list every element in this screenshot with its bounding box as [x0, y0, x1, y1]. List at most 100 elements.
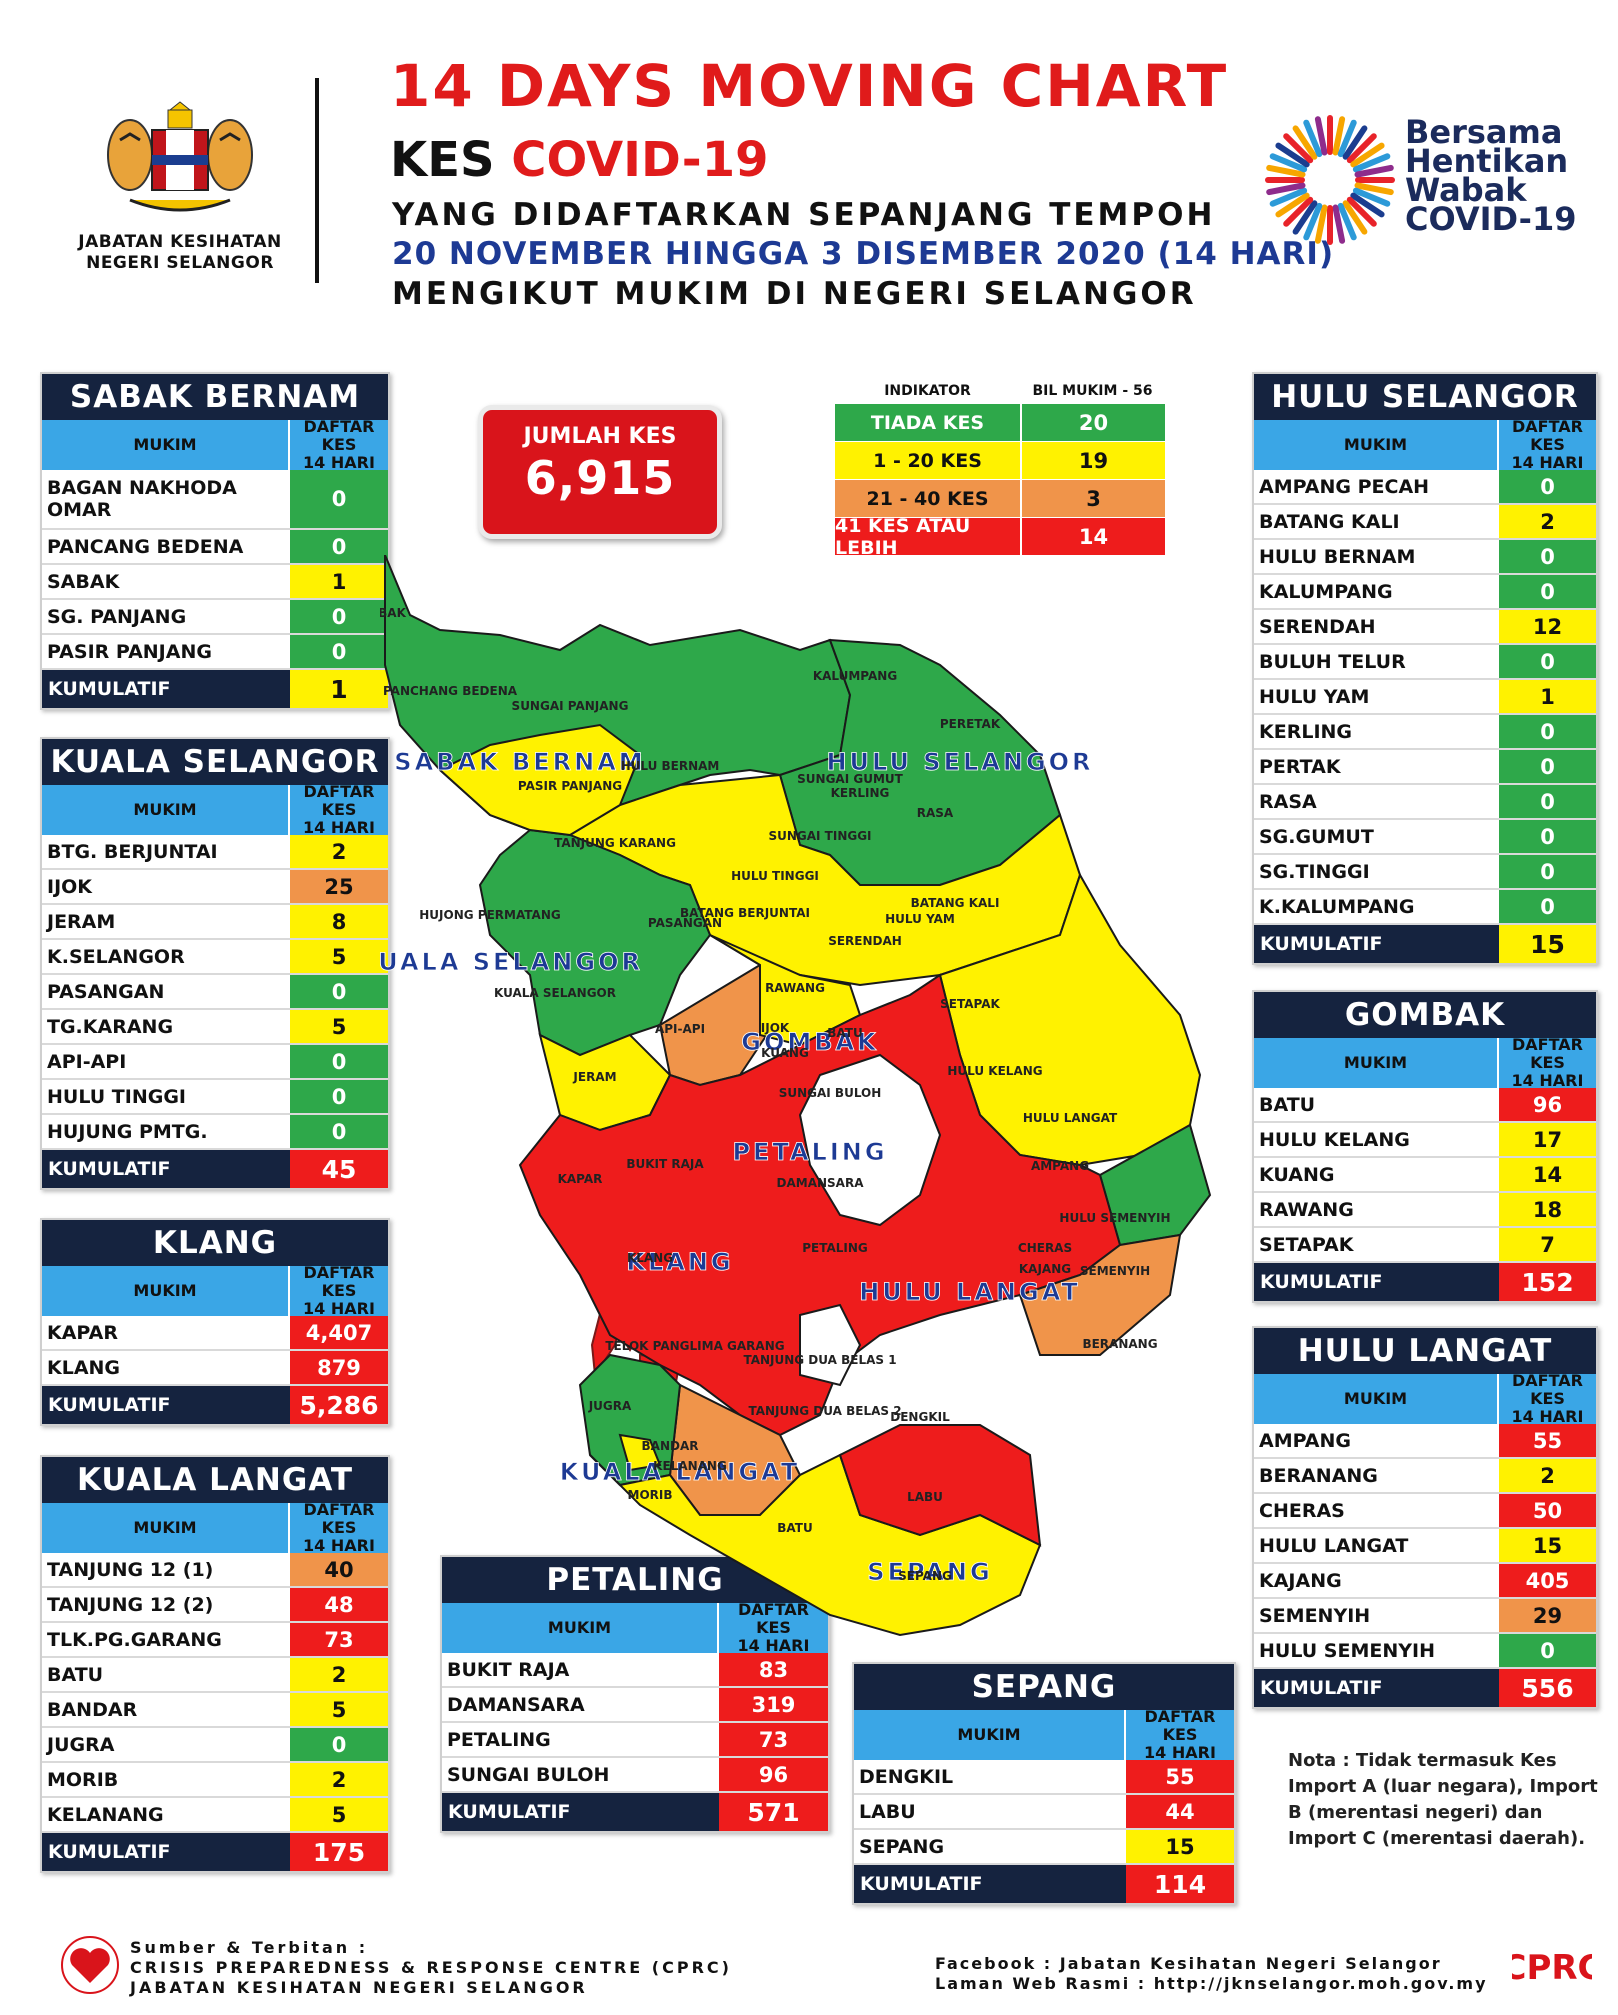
mukim-name: PASIR PANJANG	[42, 635, 290, 668]
mukim-case-count: 0	[290, 1045, 388, 1078]
map-mukim-label: JUGRA	[588, 1399, 632, 1413]
header-mukim: MUKIM	[42, 785, 290, 835]
footer-links: Facebook : Jabatan Kesihatan Negeri Sela…	[935, 1954, 1488, 1994]
table-kuala-langat: KUALA LANGAT MUKIM DAFTAR KES 14 HARI TA…	[40, 1455, 390, 1873]
mukim-case-count: 29	[1499, 1599, 1596, 1632]
mukim-name: HULU LANGAT	[1254, 1529, 1499, 1562]
sunburst-ray	[1303, 119, 1323, 158]
indicator-count: 3	[1086, 486, 1101, 511]
table-row: KELANANG 5	[42, 1798, 388, 1833]
mukim-name: KAPAR	[42, 1316, 290, 1349]
mukim-case-count: 319	[719, 1688, 828, 1721]
map-district-label: PETALING	[732, 1138, 887, 1166]
subtitle-date-range: 20 NOVEMBER HINGGA 3 DISEMBER 2020 (14 H…	[392, 236, 1335, 272]
mukim-name: LABU	[854, 1795, 1126, 1828]
map-mukim-label: DENGKIL	[890, 1410, 950, 1424]
mukim-name: KUANG	[1254, 1158, 1499, 1191]
table-header: MUKIM DAFTAR KES 14 HARI	[42, 783, 388, 837]
header-daftar-kes-line-1: DAFTAR KES	[738, 1600, 809, 1637]
table-row: TLK.PG.GARANG 73	[42, 1623, 388, 1658]
header-daftar-kes: DAFTAR KES 14 HARI	[1499, 1372, 1596, 1426]
map-mukim-label: PANCHANG BEDENA	[383, 684, 518, 698]
header-daftar-kes-line-2: 14 HARI	[303, 1536, 375, 1555]
table-header: MUKIM DAFTAR KES 14 HARI	[854, 1708, 1234, 1762]
mukim-name: HULU TINGGI	[42, 1080, 290, 1113]
kumulatif-label: KUMULATIF	[1260, 1677, 1383, 1699]
sunburst-ray	[1314, 204, 1328, 244]
mukim-case-count: 0	[1499, 470, 1596, 503]
mukim-name: KELANANG	[42, 1798, 290, 1831]
table-row: KAJANG 405	[1254, 1564, 1596, 1599]
header-mukim: MUKIM	[1254, 1374, 1499, 1424]
coat-of-arms-icon	[107, 101, 253, 212]
mukim-case-count: 15	[1499, 1529, 1596, 1562]
table-row: JUGRA 0	[42, 1728, 388, 1763]
table-header: MUKIM DAFTAR KES 14 HARI	[1254, 418, 1596, 472]
table-row: BUKIT RAJA 83	[442, 1653, 828, 1688]
indicator-header: INDIKATOR BIL MUKIM - 56	[835, 378, 1165, 404]
map-mukim-label: PASANGAN	[648, 916, 722, 930]
table-row: BULUH TELUR 0	[1254, 645, 1596, 680]
map-mukim-label: SERENDAH	[828, 934, 902, 948]
table-row: BERANANG 2	[1254, 1459, 1596, 1494]
header-daftar-kes: DAFTAR KES 14 HARI	[290, 418, 388, 472]
dept-line-2: NEGERI SELANGOR	[86, 253, 274, 273]
mukim-name: CHERAS	[1254, 1494, 1499, 1527]
sunburst-ray	[1292, 125, 1318, 160]
mukim-case-count: 0	[290, 1115, 388, 1148]
table-row: KAPAR 4,407	[42, 1316, 388, 1351]
map-mukim-label: TANJUNG DUA BELAS 1	[743, 1353, 896, 1367]
footer-facebook[interactable]: Facebook : Jabatan Kesihatan Negeri Sela…	[935, 1954, 1442, 1973]
mukim-case-count: 8	[290, 905, 388, 938]
map-region-bandar	[618, 1433, 662, 1472]
kumulatif-row: KUMULATIF 571	[442, 1793, 828, 1831]
table-row: TANJUNG 12 (1) 40	[42, 1553, 388, 1588]
mukim-case-count: 15	[1126, 1830, 1234, 1863]
mukim-case-count: 405	[1499, 1564, 1596, 1597]
campaign-line-2: Hentikan	[1405, 142, 1569, 180]
sunburst-ray	[1266, 164, 1306, 178]
map-mukim-label: PASIR PANJANG	[518, 779, 622, 793]
footer-source-cprc: CRISIS PREPAREDNESS & RESPONSE CENTRE (C…	[130, 1958, 732, 1977]
district-title: SEPANG	[854, 1664, 1234, 1710]
table-row: RAWANG 18	[1254, 1193, 1596, 1228]
map-mukim-label: IJOK	[761, 1021, 790, 1035]
mukim-case-count: 0	[290, 1728, 388, 1761]
map-mukim-label: RASA	[917, 806, 954, 820]
table-row: CHERAS 50	[1254, 1494, 1596, 1529]
map-mukim-label: KAJANG	[1019, 1262, 1071, 1276]
mukim-name: HULU KELANG	[1254, 1123, 1499, 1156]
district-title: GOMBAK	[1254, 992, 1596, 1038]
mukim-name: BERANANG	[1254, 1459, 1499, 1492]
sunburst-ray	[1352, 153, 1391, 173]
sunburst-ray	[1337, 119, 1357, 158]
table-row: SEPANG 15	[854, 1830, 1234, 1865]
sunburst-ray	[1352, 187, 1391, 207]
table-row: HULU YAM 1	[1254, 680, 1596, 715]
map-mukim-label: KUALA SELANGOR	[494, 986, 616, 1000]
dept-name: JABATAN KESIHATAN NEGERI SELANGOR	[70, 232, 290, 274]
mukim-name: SUNGAI BULOH	[442, 1758, 719, 1791]
mukim-name: BATANG KALI	[1254, 505, 1499, 538]
table-row: RASA 0	[1254, 785, 1596, 820]
mukim-name: BTG. BERJUNTAI	[42, 835, 290, 868]
map-district-label: GOMBAK	[741, 1028, 878, 1056]
mukim-name: AMPANG	[1254, 1424, 1499, 1457]
table-row: SUNGAI BULOH 96	[442, 1758, 828, 1793]
sunburst-ray	[1346, 196, 1377, 227]
map-mukim-label: BUKIT RAJA	[626, 1157, 704, 1171]
table-header: MUKIM DAFTAR KES 14 HARI	[1254, 1036, 1596, 1090]
table-row: HULU TINGGI 0	[42, 1080, 388, 1115]
sunburst-ray	[1275, 142, 1310, 168]
sunburst-ray	[1266, 182, 1306, 196]
mukim-name: KALUMPANG	[1254, 575, 1499, 608]
footer-website[interactable]: Laman Web Rasmi : http://jknselangor.moh…	[935, 1974, 1488, 1993]
mukim-name: BUKIT RAJA	[442, 1653, 719, 1686]
mukim-name: PERTAK	[1254, 750, 1499, 783]
kumulatif-row: KUMULATIF 556	[1254, 1669, 1596, 1707]
mukim-name: JERAM	[42, 905, 290, 938]
map-mukim-label: TANJUNG DUA BELAS 2	[748, 1404, 901, 1418]
header-mukim: MUKIM	[42, 1266, 290, 1316]
mukim-case-count: 2	[290, 835, 388, 868]
mukim-name: PASANGAN	[42, 975, 290, 1008]
